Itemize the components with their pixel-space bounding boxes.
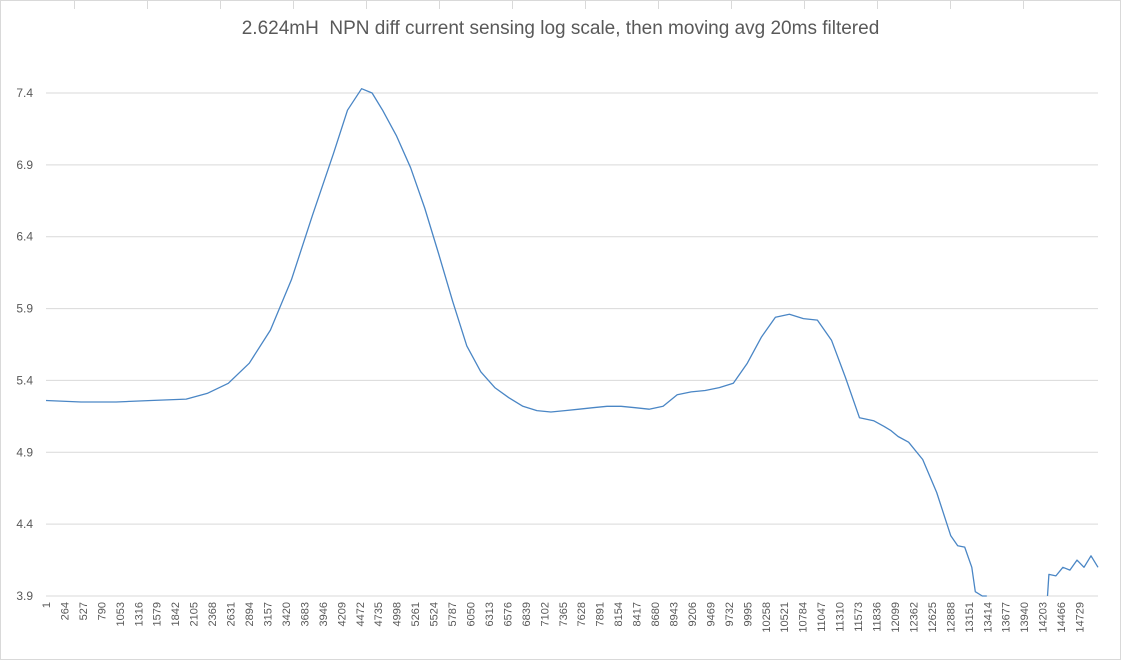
x-tick-label: 9732	[724, 602, 736, 626]
x-tick-label: 5261	[410, 602, 422, 626]
x-tick-label: 2631	[226, 602, 238, 626]
x-tick-label: 9206	[687, 602, 699, 626]
x-tick-label: 11310	[835, 602, 847, 632]
y-tick-label: 4.9	[16, 445, 33, 459]
x-tick-label: 3420	[281, 602, 293, 626]
x-tick-label: 8154	[613, 602, 625, 626]
x-tick-label: 12099	[890, 602, 902, 633]
x-tick-label: 7891	[595, 602, 607, 626]
x-tick-label: 9995	[742, 602, 754, 626]
x-tick-label: 6313	[484, 602, 496, 626]
x-tick-label: 1053	[115, 602, 127, 626]
sheet-column-divider	[585, 1, 586, 9]
x-tick-label: 6576	[502, 602, 514, 626]
x-tick-label: 1842	[170, 602, 182, 626]
x-tick-label: 10521	[779, 602, 791, 633]
sheet-column-divider	[1023, 1, 1024, 9]
x-tick-label: 4735	[373, 602, 385, 626]
x-tick-label: 1	[41, 602, 53, 608]
x-tick-label: 2368	[207, 602, 219, 626]
sheet-column-divider	[439, 1, 440, 9]
y-tick-label: 7.4	[16, 86, 33, 100]
y-axis-ticks: 3.9 4.4 4.9 5.4 5.9 6.4 6.9 7.4	[16, 86, 33, 603]
x-tick-label: 13940	[1019, 602, 1031, 633]
x-axis-ticks: 1 264 527 790 1053 1316 1579 1842 2105 2368 2631 28…	[41, 602, 1087, 633]
x-tick-label: 790	[96, 602, 108, 620]
x-tick-label: 14203	[1038, 602, 1050, 633]
sheet-column-divider	[74, 1, 75, 9]
series-line-0	[45, 88, 1099, 597]
y-tick-label: 5.9	[16, 302, 33, 316]
y-tick-label: 4.4	[16, 517, 33, 531]
x-tick-label: 12888	[945, 602, 957, 633]
x-tick-label: 14466	[1056, 602, 1068, 633]
x-tick-label: 1316	[133, 602, 145, 626]
x-tick-label: 12625	[927, 602, 939, 633]
x-tick-label: 9469	[705, 602, 717, 626]
x-tick-label: 2105	[189, 602, 201, 626]
x-tick-label: 13414	[982, 602, 994, 633]
x-tick-label: 2894	[244, 602, 256, 626]
x-tick-label: 8680	[650, 602, 662, 626]
x-tick-label: 13677	[1001, 602, 1013, 633]
x-tick-label: 4472	[355, 602, 367, 626]
x-tick-label: 264	[59, 602, 71, 620]
sheet-column-divider	[512, 1, 513, 9]
x-tick-label: 4209	[336, 602, 348, 626]
gridlines	[46, 92, 1098, 597]
x-tick-label: 11573	[853, 602, 865, 632]
x-tick-label: 11836	[872, 602, 884, 632]
x-tick-label: 5524	[429, 602, 441, 626]
x-tick-label: 7628	[576, 602, 588, 626]
x-tick-label: 11047	[816, 602, 828, 632]
x-tick-label: 527	[78, 602, 90, 620]
x-tick-label: 13151	[964, 602, 976, 633]
y-tick-label: 5.4	[16, 373, 33, 387]
chart-title: 2.624mH NPN diff current sensing log sca…	[241, 18, 880, 39]
sheet-column-divider	[804, 1, 805, 9]
x-tick-label: 10258	[761, 602, 773, 633]
x-tick-label: 8943	[669, 602, 681, 626]
x-tick-label: 14729	[1075, 602, 1087, 633]
x-tick-label: 6050	[465, 602, 477, 626]
sheet-column-divider	[950, 1, 951, 9]
series-layer	[45, 88, 1099, 597]
sheet-column-divider	[220, 1, 221, 9]
x-tick-label: 6839	[521, 602, 533, 626]
x-tick-label: 3946	[318, 602, 330, 626]
x-tick-label: 7365	[558, 602, 570, 626]
sheet-column-divider	[877, 1, 878, 9]
x-tick-label: 7102	[539, 602, 551, 626]
x-tick-label: 12362	[908, 602, 920, 633]
sheet-column-divider	[147, 1, 148, 9]
y-tick-label: 6.4	[16, 230, 33, 244]
y-tick-label: 6.9	[16, 158, 33, 172]
x-tick-label: 1579	[152, 602, 164, 626]
y-tick-label: 3.9	[16, 589, 33, 603]
x-tick-label: 3157	[262, 602, 274, 626]
x-tick-label: 10784	[798, 602, 810, 633]
sheet-column-divider	[658, 1, 659, 9]
x-tick-label: 3683	[299, 602, 311, 626]
x-tick-label: 4998	[392, 602, 404, 626]
sheet-column-divider	[731, 1, 732, 9]
x-tick-label: 8417	[632, 602, 644, 626]
x-tick-label: 5787	[447, 602, 459, 626]
sheet-column-divider	[366, 1, 367, 9]
sheet-column-divider	[293, 1, 294, 9]
